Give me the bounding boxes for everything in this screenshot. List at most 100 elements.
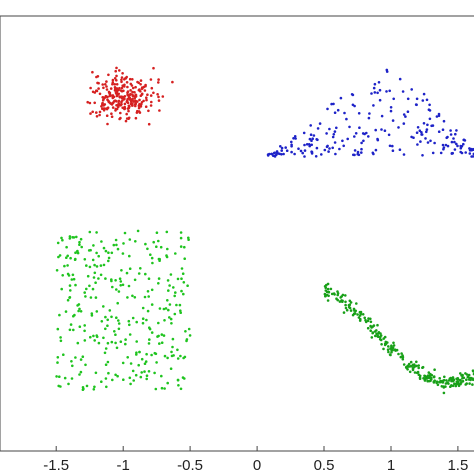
data-point-series-4: [392, 341, 395, 345]
data-point-series-3: [74, 283, 77, 287]
data-point-series-3: [116, 374, 119, 378]
data-point-series-1: [118, 86, 121, 90]
data-point-series-3: [129, 362, 133, 365]
data-point-series-3: [104, 315, 107, 319]
data-point-series-2: [327, 150, 330, 153]
data-point-series-3: [77, 309, 80, 313]
data-point-series-3: [72, 277, 76, 281]
data-point-series-3: [59, 336, 62, 339]
data-point-series-1: [113, 77, 117, 80]
data-point-series-4: [447, 379, 451, 382]
data-point-series-1: [105, 107, 108, 110]
data-point-series-1: [118, 69, 121, 72]
data-point-series-2: [441, 143, 445, 147]
data-point-series-3: [55, 269, 59, 272]
data-point-series-4: [466, 375, 470, 379]
data-point-series-2: [428, 117, 432, 121]
data-point-series-3: [67, 382, 70, 386]
data-point-series-3: [75, 235, 78, 239]
data-point-series-2: [387, 133, 391, 137]
data-point-series-3: [57, 255, 60, 259]
data-point-series-1: [127, 106, 131, 110]
data-point-series-3: [57, 384, 60, 388]
data-point-series-2: [318, 122, 322, 125]
data-point-series-1: [134, 95, 137, 98]
data-point-series-1: [104, 83, 107, 86]
data-point-series-1: [98, 92, 102, 96]
data-point-series-3: [100, 380, 103, 384]
data-point-series-1: [129, 82, 133, 86]
data-point-series-3: [131, 316, 135, 320]
data-point-series-4: [369, 324, 372, 328]
data-point-series-3: [93, 385, 96, 389]
data-point-series-4: [345, 308, 349, 312]
data-point-series-4: [405, 366, 408, 370]
data-point-series-3: [173, 312, 177, 316]
data-point-series-3: [128, 323, 131, 327]
data-point-series-3: [177, 384, 180, 387]
x-tick-label: -1: [117, 457, 130, 474]
data-point-series-2: [468, 147, 471, 150]
data-point-series-4: [461, 379, 465, 383]
data-point-series-3: [174, 291, 177, 294]
data-point-series-2: [326, 107, 329, 111]
data-point-series-2: [339, 96, 343, 100]
data-point-series-4: [471, 377, 474, 380]
data-point-series-3: [85, 287, 88, 291]
data-point-series-2: [418, 129, 422, 132]
data-point-series-3: [95, 335, 99, 339]
data-point-series-4: [324, 289, 328, 292]
data-point-series-4: [456, 377, 460, 380]
data-point-series-3: [121, 361, 125, 365]
data-point-series-2: [368, 112, 371, 115]
data-point-series-3: [186, 284, 189, 288]
data-point-series-3: [111, 378, 114, 382]
data-point-series-3: [157, 321, 160, 325]
data-point-series-3: [83, 291, 86, 294]
data-point-series-4: [326, 299, 330, 302]
data-point-series-3: [146, 290, 150, 293]
data-point-series-4: [467, 373, 471, 377]
data-point-series-3: [179, 236, 183, 240]
data-point-series-3: [66, 254, 69, 258]
data-point-series-2: [391, 144, 394, 148]
data-point-series-3: [160, 374, 163, 378]
data-point-series-1: [138, 102, 141, 106]
data-point-series-2: [428, 103, 431, 107]
data-point-series-2: [297, 147, 300, 150]
data-point-series-1: [120, 76, 124, 79]
data-point-series-1: [95, 111, 98, 114]
data-point-series-3: [126, 356, 129, 359]
data-point-series-2: [356, 152, 360, 156]
data-point-series-3: [132, 379, 135, 382]
data-point-series-4: [342, 311, 346, 314]
data-point-series-2: [451, 151, 455, 155]
data-point-series-3: [63, 264, 66, 268]
data-point-series-2: [348, 125, 351, 129]
data-point-series-1: [121, 72, 124, 75]
data-point-series-1: [138, 98, 141, 102]
data-point-series-1: [150, 86, 154, 90]
data-point-series-4: [429, 372, 432, 376]
data-point-series-3: [128, 333, 132, 336]
data-point-series-4: [329, 287, 333, 291]
data-point-series-3: [104, 377, 108, 380]
data-point-series-1: [103, 103, 107, 106]
data-point-series-1: [119, 111, 122, 115]
data-point-series-3: [145, 374, 149, 378]
data-point-series-3: [102, 263, 106, 267]
data-point-series-3: [169, 367, 173, 371]
data-point-series-2: [280, 146, 284, 150]
data-point-series-1: [123, 105, 126, 109]
data-point-series-3: [114, 333, 117, 337]
data-point-series-2: [290, 150, 293, 154]
data-point-series-2: [380, 128, 383, 131]
data-point-series-3: [151, 261, 154, 265]
data-point-series-3: [79, 310, 83, 313]
data-point-series-3: [76, 304, 79, 307]
data-point-series-2: [285, 149, 289, 152]
data-point-series-2: [310, 150, 314, 154]
data-point-series-1: [115, 94, 119, 98]
data-point-series-3: [185, 339, 188, 343]
data-point-series-4: [442, 378, 446, 382]
